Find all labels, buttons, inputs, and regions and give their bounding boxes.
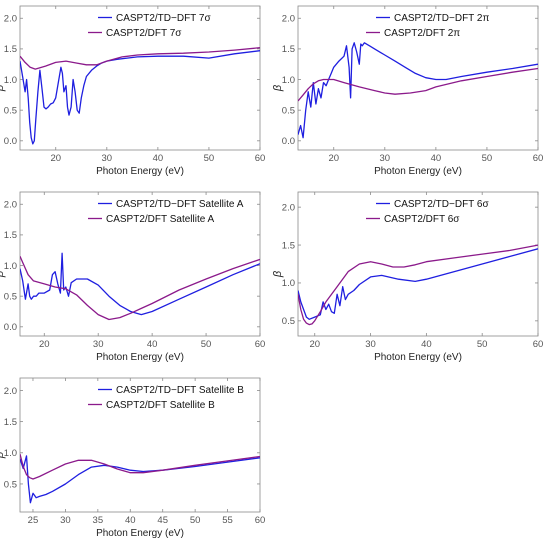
y-tick-label: 0.0 <box>282 136 295 147</box>
series-line-dft <box>298 244 538 326</box>
y-tick-label: 1.0 <box>4 448 17 459</box>
x-tick-label: 30 <box>93 339 104 350</box>
plot-frame <box>297 191 539 337</box>
y-tick-label: 2.0 <box>4 386 17 397</box>
x-axis-label: Photon Energy (eV) <box>374 352 462 363</box>
x-tick-label: 55 <box>222 515 233 526</box>
x-tick-label: 20 <box>50 153 61 164</box>
plot-frame <box>297 5 539 151</box>
x-tick-label: 50 <box>204 153 215 164</box>
y-tick-label: 0.5 <box>282 105 295 116</box>
x-tick-label: 30 <box>102 153 113 164</box>
panel-4: 20 30 40 50 60 0.5 1.0 1.5 2.0 Photon Energy (eV)… <box>272 191 544 363</box>
legend-label: CASPT2/DFT 2π <box>384 28 460 39</box>
panel-3: 20 30 40 50 60 0.0 0.5 1.0 1.5 2.0 Photon Energy (… <box>0 191 266 363</box>
legend-label: CASPT2/DFT Satellite A <box>106 214 215 225</box>
y-tick-label: 0.0 <box>4 136 17 147</box>
series-line-tddft <box>20 50 260 145</box>
x-tick-label: 30 <box>365 339 376 350</box>
y-tick-label: 2.0 <box>4 14 17 25</box>
y-tick-label: 0.5 <box>282 316 295 327</box>
series-line-dft <box>20 256 260 321</box>
x-tick-label: 60 <box>255 153 266 164</box>
y-axis-label: β <box>0 270 6 278</box>
x-axis-label: Photon Energy (eV) <box>96 352 184 363</box>
x-tick-label: 60 <box>255 339 266 350</box>
series-line-tddft <box>298 248 538 320</box>
x-tick-label: 25 <box>28 515 39 526</box>
y-axis-label: β <box>0 84 6 92</box>
x-axis-label: Photon Energy (eV) <box>374 166 462 177</box>
panel-2: 20 30 40 50 60 0.0 0.5 1.0 1.5 2.0 Photon Energy (… <box>272 5 544 177</box>
legend-label: CASPT2/DFT 6σ <box>384 214 460 225</box>
legend-label: CASPT2/DFT 7σ <box>106 28 182 39</box>
series-line-tddft <box>298 42 538 139</box>
series-line-dft <box>298 67 538 102</box>
x-tick-label: 60 <box>533 153 544 164</box>
legend-label: CASPT2/DFT Satellite B <box>106 400 215 411</box>
y-tick-label: 2.0 <box>282 202 295 213</box>
x-tick-label: 50 <box>482 153 493 164</box>
y-tick-label: 1.0 <box>4 75 17 86</box>
plot-frame <box>19 377 261 513</box>
y-tick-label: 0.0 <box>4 322 17 333</box>
x-tick-label: 60 <box>533 339 544 350</box>
series-line-dft <box>20 453 260 480</box>
x-tick-label: 30 <box>60 515 71 526</box>
x-tick-label: 35 <box>93 515 104 526</box>
x-axis-label: Photon Energy (eV) <box>96 166 184 177</box>
x-tick-label: 20 <box>309 339 320 350</box>
y-tick-label: 1.5 <box>4 44 17 55</box>
y-tick-label: 1.0 <box>282 278 295 289</box>
x-axis-label: Photon Energy (eV) <box>96 528 184 539</box>
x-tick-label: 40 <box>125 515 136 526</box>
y-tick-label: 2.0 <box>282 14 295 25</box>
x-tick-label: 50 <box>477 339 488 350</box>
x-tick-label: 30 <box>380 153 391 164</box>
plot-frame <box>19 5 261 151</box>
legend-label: CASPT2/TD−DFT Satellite A <box>116 199 244 210</box>
x-tick-label: 40 <box>147 339 158 350</box>
x-tick-label: 40 <box>421 339 432 350</box>
y-axis-label: β <box>0 451 6 459</box>
y-tick-label: 1.5 <box>4 417 17 428</box>
y-tick-label: 2.0 <box>4 200 17 211</box>
legend-label: CASPT2/TD−DFT 2π <box>394 13 489 24</box>
x-tick-label: 40 <box>153 153 164 164</box>
y-tick-label: 1.5 <box>282 44 295 55</box>
legend-label: CASPT2/TD−DFT Satellite B <box>116 385 244 396</box>
y-tick-label: 1.0 <box>4 261 17 272</box>
x-tick-label: 40 <box>431 153 442 164</box>
y-tick-label: 1.0 <box>282 75 295 86</box>
x-tick-label: 60 <box>255 515 266 526</box>
x-tick-label: 50 <box>190 515 201 526</box>
x-tick-label: 20 <box>39 339 50 350</box>
x-tick-label: 45 <box>157 515 168 526</box>
legend-label: CASPT2/TD−DFT 6σ <box>394 199 489 210</box>
y-tick-label: 1.5 <box>4 230 17 241</box>
series-line-dft <box>20 47 260 70</box>
y-axis-label: β <box>272 270 284 278</box>
series-line-tddft <box>20 455 260 504</box>
panel-1: 20 30 40 50 60 0.0 0.5 1.0 1.5 2.0 Photon Energy (… <box>0 5 266 177</box>
x-tick-label: 20 <box>328 153 339 164</box>
y-tick-label: 0.5 <box>4 479 17 490</box>
y-axis-label: β <box>272 84 284 92</box>
x-tick-label: 50 <box>201 339 212 350</box>
panel-5: 25 30 35 40 45 50 55 60 0.5 1.0 1.5 2.0 Photon Energ… <box>0 377 266 539</box>
y-tick-label: 0.5 <box>4 291 17 302</box>
legend-label: CASPT2/TD−DFT 7σ <box>116 13 211 24</box>
y-tick-label: 0.5 <box>4 105 17 116</box>
series-line-tddft <box>20 252 260 316</box>
y-tick-label: 1.5 <box>282 240 295 251</box>
